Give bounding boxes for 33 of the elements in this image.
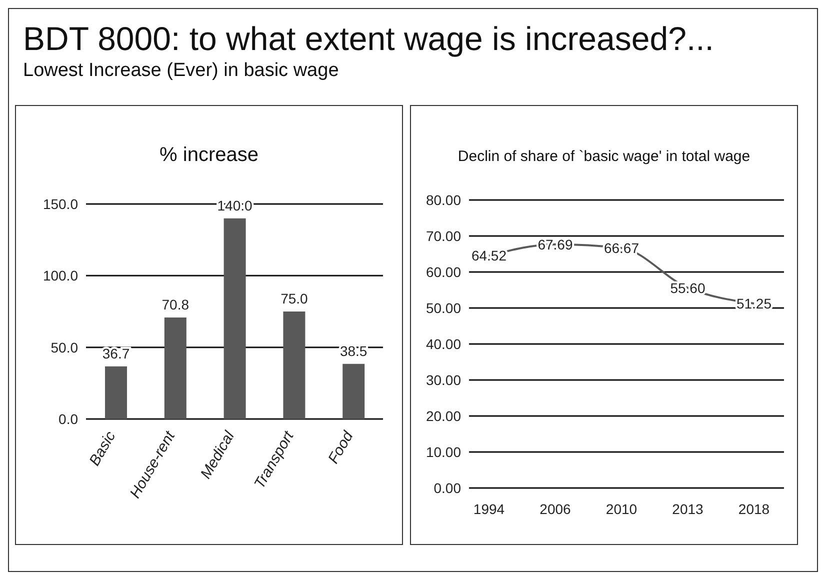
y-tick-label: 10.00 bbox=[426, 444, 462, 460]
y-tick-label: 50.0 bbox=[50, 339, 78, 356]
data-label: 38.5 bbox=[340, 342, 368, 359]
y-tick-label: 100.0 bbox=[42, 268, 78, 284]
y-tick-label: 40.00 bbox=[426, 336, 462, 352]
text: BDT 8000: to what extent wage is increased?... bbox=[23, 19, 715, 59]
bar bbox=[164, 318, 186, 419]
data-label: 70.8 bbox=[162, 296, 190, 313]
chart-title: Declin of share of `basic wage' in total wage bbox=[456, 148, 752, 167]
x-tick-label: 2010 bbox=[606, 500, 638, 517]
y-tick-label: 60.00 bbox=[426, 264, 462, 280]
y-tick-label: 20.00 bbox=[426, 408, 462, 424]
data-label: 36.7 bbox=[102, 345, 130, 362]
text: Lowest Increase (Ever) in basic wage bbox=[23, 59, 340, 83]
y-tick-label: 50.00 bbox=[426, 300, 462, 316]
y-tick-label: 0.00 bbox=[434, 480, 462, 496]
bar bbox=[105, 366, 127, 419]
x-tick-label: 2006 bbox=[540, 500, 572, 517]
y-tick-label: 0.0 bbox=[58, 410, 78, 427]
x-tick-label: 2013 bbox=[672, 500, 704, 517]
bar bbox=[342, 364, 365, 419]
y-tick-label: 70.00 bbox=[426, 228, 462, 244]
y-tick-label: 150.0 bbox=[42, 196, 78, 212]
data-label: 51.25 bbox=[736, 296, 772, 312]
bar bbox=[283, 312, 306, 419]
x-tick-label: 1994 bbox=[473, 500, 505, 517]
x-tick-label: 2018 bbox=[738, 500, 770, 517]
y-tick-label: 30.00 bbox=[426, 372, 462, 388]
bar bbox=[224, 218, 246, 419]
data-label: 75.0 bbox=[280, 290, 308, 306]
chart-title: % increase bbox=[158, 144, 260, 168]
data-label: 64.52 bbox=[471, 248, 507, 264]
y-tick-label: 80.00 bbox=[426, 192, 462, 208]
